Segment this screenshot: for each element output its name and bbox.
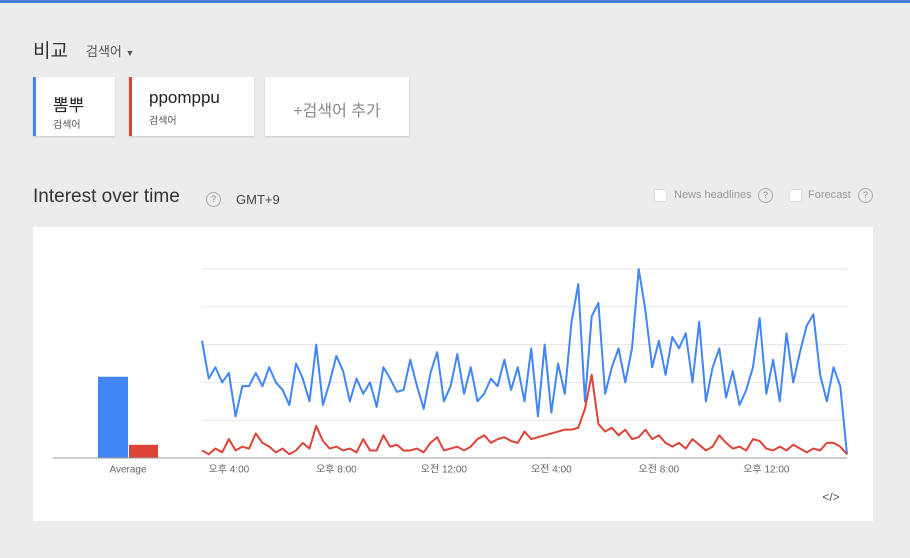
option-label: News headlines	[674, 189, 752, 201]
add-term[interactable]: +검색어 추가	[265, 77, 409, 136]
top-bar	[0, 0, 910, 3]
page-title: 비교	[33, 41, 68, 62]
x-tick-label: 오전 8:00	[639, 464, 680, 476]
term-color	[129, 77, 132, 136]
bar	[129, 444, 158, 458]
checkbox[interactable]	[789, 189, 802, 202]
term-type: 검색어	[53, 120, 81, 131]
x-tick-label: 오후 8:00	[316, 464, 357, 476]
help-icon[interactable]: ?	[206, 192, 221, 207]
term-name: 뽐뿌	[53, 96, 85, 115]
term-color	[33, 77, 36, 136]
chart: </> Average 오후 4:00 오후 8:00 오전 12:00 오전 4:00…	[33, 227, 873, 521]
x-tick-label: Average	[109, 465, 147, 476]
x-tick-label: 오후 12:00	[743, 464, 790, 476]
embed-button[interactable]: </>	[822, 490, 839, 504]
line-series	[201, 268, 848, 455]
dropdown[interactable]: 검색어 ▼	[86, 44, 135, 59]
checkbox[interactable]	[654, 189, 667, 202]
line-series	[201, 373, 848, 456]
help-icon[interactable]: ?	[758, 188, 773, 203]
add-term-label: +검색어 추가	[293, 103, 381, 120]
timezone: GMT+9	[236, 192, 280, 207]
help-icon[interactable]: ?	[858, 188, 873, 203]
term-type: 검색어	[149, 116, 177, 127]
section-title: Interest over time	[33, 186, 180, 207]
x-tick-label: 오전 12:00	[421, 464, 468, 476]
term-card[interactable]: 뽐뿌 검색어	[33, 77, 115, 136]
x-tick-label: 오전 4:00	[531, 464, 572, 476]
term-card[interactable]: ppomppu 검색어	[129, 77, 254, 136]
dropdown-label: 검색어	[86, 44, 122, 59]
option-label: Forecast	[808, 189, 851, 201]
term-name: ppomppu	[149, 88, 220, 107]
x-tick-label: 오후 4:00	[209, 464, 250, 476]
bar	[98, 376, 128, 458]
